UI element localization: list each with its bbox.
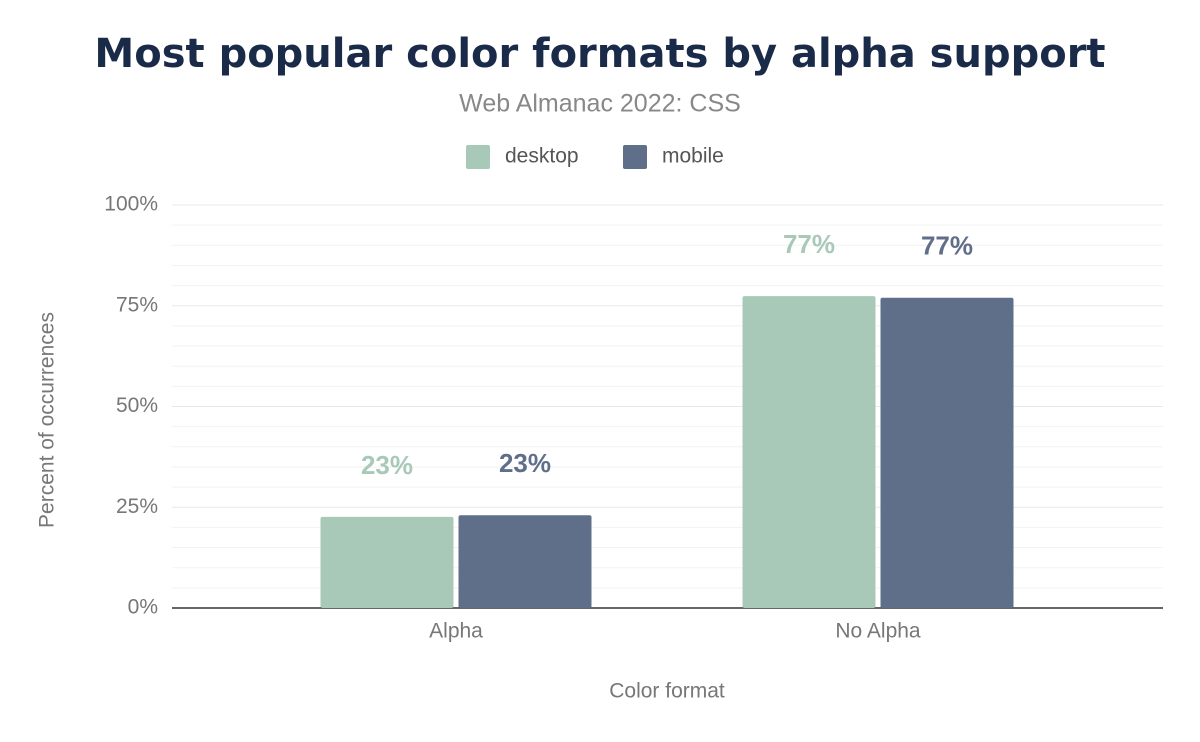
value-label: 77%	[921, 231, 973, 261]
legend-label: desktop	[505, 145, 579, 168]
bar	[742, 296, 876, 608]
value-label: 23%	[499, 448, 551, 478]
bar	[880, 297, 1014, 608]
y-tick-label: 100%	[104, 193, 158, 216]
value-label: 77%	[783, 229, 835, 259]
y-tick-label: 75%	[116, 293, 158, 316]
bar	[320, 516, 454, 608]
chart-subtitle: Web Almanac 2022: CSS	[459, 90, 741, 118]
y-tick-label: 0%	[128, 596, 158, 619]
y-tick-label: 50%	[116, 394, 158, 417]
x-axis-label: Color format	[609, 680, 725, 703]
x-tick-label: Alpha	[429, 620, 483, 643]
legend-swatch	[466, 145, 490, 169]
y-tick-label: 25%	[116, 495, 158, 518]
x-tick-label: No Alpha	[835, 620, 921, 643]
legend-label: mobile	[662, 145, 724, 168]
bar	[458, 515, 592, 608]
legend-swatch	[623, 145, 647, 169]
chart-title: Most popular color formats by alpha supp…	[94, 31, 1105, 77]
value-label: 23%	[361, 450, 413, 480]
y-axis-label: Percent of occurrences	[36, 312, 59, 528]
